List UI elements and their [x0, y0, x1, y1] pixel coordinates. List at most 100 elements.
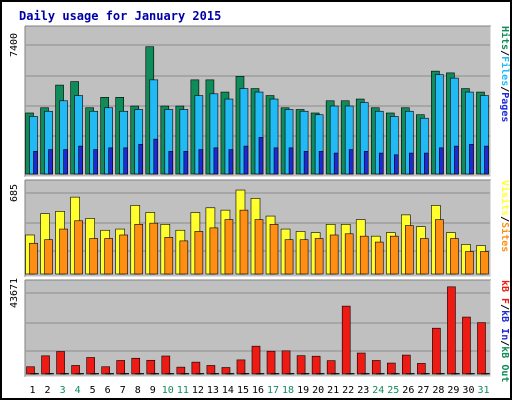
hits-bar-pages-17 [273, 147, 279, 175]
kbytes-bar-kb-f-21 [326, 360, 336, 375]
x-tick-label-29: 29 [447, 385, 459, 396]
kbytes-bar-kb-f-5 [86, 357, 95, 375]
x-tick-label-28: 28 [432, 385, 444, 396]
x-tick-label-13: 13 [207, 385, 219, 396]
kbytes-bar-kb-out-2 [48, 373, 54, 375]
kbytes-bar-kb-out-14 [228, 373, 235, 375]
kbytes-bar-kb-f-17 [266, 350, 276, 375]
kbytes-legend-item-0: kB F [499, 280, 510, 304]
hits-bar-pages-31 [484, 145, 489, 175]
hits-bar-pages-18 [288, 147, 294, 175]
hits-bar-pages-5 [93, 149, 98, 175]
kbytes-bar-kb-f-22 [341, 305, 351, 375]
kbytes-bar-kb-f-7 [116, 360, 126, 375]
x-tick-label-25: 25 [387, 385, 399, 396]
x-tick-label-1: 1 [30, 385, 36, 396]
x-tick-label-6: 6 [105, 385, 111, 396]
x-tick-label-22: 22 [342, 385, 354, 396]
hits-legend: Hits/Files/Pages [499, 26, 511, 122]
visits-legend-item-2: Sites [499, 222, 511, 252]
kbytes-bar-kb-out-12 [198, 373, 205, 375]
hits-bar-pages-3 [63, 149, 68, 175]
visits-bar-sites-20 [314, 238, 324, 275]
kbytes-bar-kb-f-19 [296, 355, 306, 375]
kbytes-bar-kb-out-24 [378, 373, 385, 375]
x-tick-label-3: 3 [60, 385, 66, 396]
visits-bar-sites-8 [134, 224, 144, 275]
visits-bar-sites-18 [284, 239, 294, 275]
kbytes-bar-kb-out-16 [258, 373, 265, 375]
x-tick-label-24: 24 [372, 385, 384, 396]
kbytes-bar-kb-out-13 [213, 373, 220, 375]
kbytes-bar-kb-f-10 [161, 355, 171, 375]
kbytes-bar-kb-f-4 [71, 365, 80, 375]
kbytes-bar-kb-out-7 [123, 373, 130, 375]
x-tick-label-4: 4 [75, 385, 81, 396]
hits-bar-pages-13 [213, 147, 219, 175]
kbytes-bar-kb-out-20 [318, 373, 325, 375]
kbytes-bar-kb-f-26 [402, 354, 411, 375]
kbytes-bar-kb-out-25 [393, 373, 400, 375]
kbytes-bar-kb-f-3 [56, 351, 65, 375]
hits-bar-pages-19 [303, 151, 309, 175]
visits-y-max-label: 685 [9, 184, 20, 202]
visits-bar-sites-27 [420, 238, 429, 275]
kbytes-bar-kb-f-25 [386, 362, 396, 375]
x-tick-label-17: 17 [267, 385, 279, 396]
kbytes-bar-kb-out-31 [484, 373, 490, 375]
visits-bar-sites-12 [194, 231, 204, 275]
x-tick-label-11: 11 [177, 385, 189, 396]
chart-title: Daily usage for January 2015 [19, 9, 222, 23]
visits-bar-sites-7 [119, 234, 129, 275]
kbytes-bar-kb-out-3 [63, 373, 69, 375]
visits-bar-sites-26 [405, 225, 414, 275]
hits-bar-pages-26 [409, 152, 414, 175]
visits-bar-sites-30 [465, 251, 474, 275]
visits-legend-item-1: / [499, 216, 510, 222]
kbytes-y-max-label: 43671 [9, 278, 20, 308]
x-tick-label-31: 31 [477, 385, 489, 396]
kbytes-legend-item-3: / [499, 340, 510, 346]
kbytes-bar-kb-out-1 [33, 373, 39, 375]
kbytes-bar-kb-out-27 [424, 373, 430, 375]
visits-bar-sites-25 [389, 235, 399, 275]
hits-legend-item-2: Files [499, 56, 511, 86]
visits-bar-sites-4 [74, 220, 83, 275]
visits-bar-sites-15 [239, 209, 249, 275]
kbytes-legend-item-4: kB Out [499, 346, 510, 382]
visits-legend: Visits/Sites [499, 180, 511, 252]
kbytes-bar-kb-f-30 [462, 316, 471, 375]
x-tick-label-9: 9 [150, 385, 156, 396]
hits-legend-item-1: / [499, 50, 510, 56]
x-tick-label-8: 8 [135, 385, 141, 396]
x-tick-label-23: 23 [357, 385, 369, 396]
hits-bar-pages-25 [393, 154, 399, 175]
hits-bar-pages-27 [424, 152, 429, 175]
hits-bar-pages-1 [33, 151, 38, 175]
x-tick-label-2: 2 [45, 385, 51, 396]
visits-bar-sites-6 [104, 238, 113, 275]
visits-bar-sites-10 [164, 237, 174, 275]
kbytes-bar-kb-f-9 [146, 359, 156, 375]
visits-bar-sites-22 [344, 233, 354, 275]
kbytes-bar-kb-out-21 [333, 373, 340, 375]
x-tick-label-30: 30 [462, 385, 474, 396]
kbytes-bar-kb-f-27 [417, 363, 426, 375]
hits-bar-pages-23 [363, 151, 369, 175]
hits-bar-pages-9 [153, 138, 159, 175]
x-tick-label-18: 18 [282, 385, 294, 396]
visits-legend-item-0: Visits [499, 180, 511, 216]
x-tick-label-16: 16 [252, 385, 264, 396]
hits-bar-pages-12 [198, 149, 204, 175]
kbytes-bar-kb-out-22 [348, 373, 355, 375]
kbytes-bar-kb-out-11 [183, 373, 190, 375]
hits-bar-pages-28 [439, 147, 444, 175]
hits-bar-pages-8 [138, 144, 144, 175]
kbytes-bar-kb-f-23 [356, 352, 366, 375]
visits-bar-sites-13 [209, 227, 219, 275]
kbytes-bar-kb-f-8 [131, 357, 141, 375]
x-tick-label-26: 26 [402, 385, 414, 396]
visits-bar-sites-9 [149, 222, 159, 275]
kbytes-bar-kb-out-18 [288, 373, 295, 375]
x-tick-label-12: 12 [192, 385, 204, 396]
